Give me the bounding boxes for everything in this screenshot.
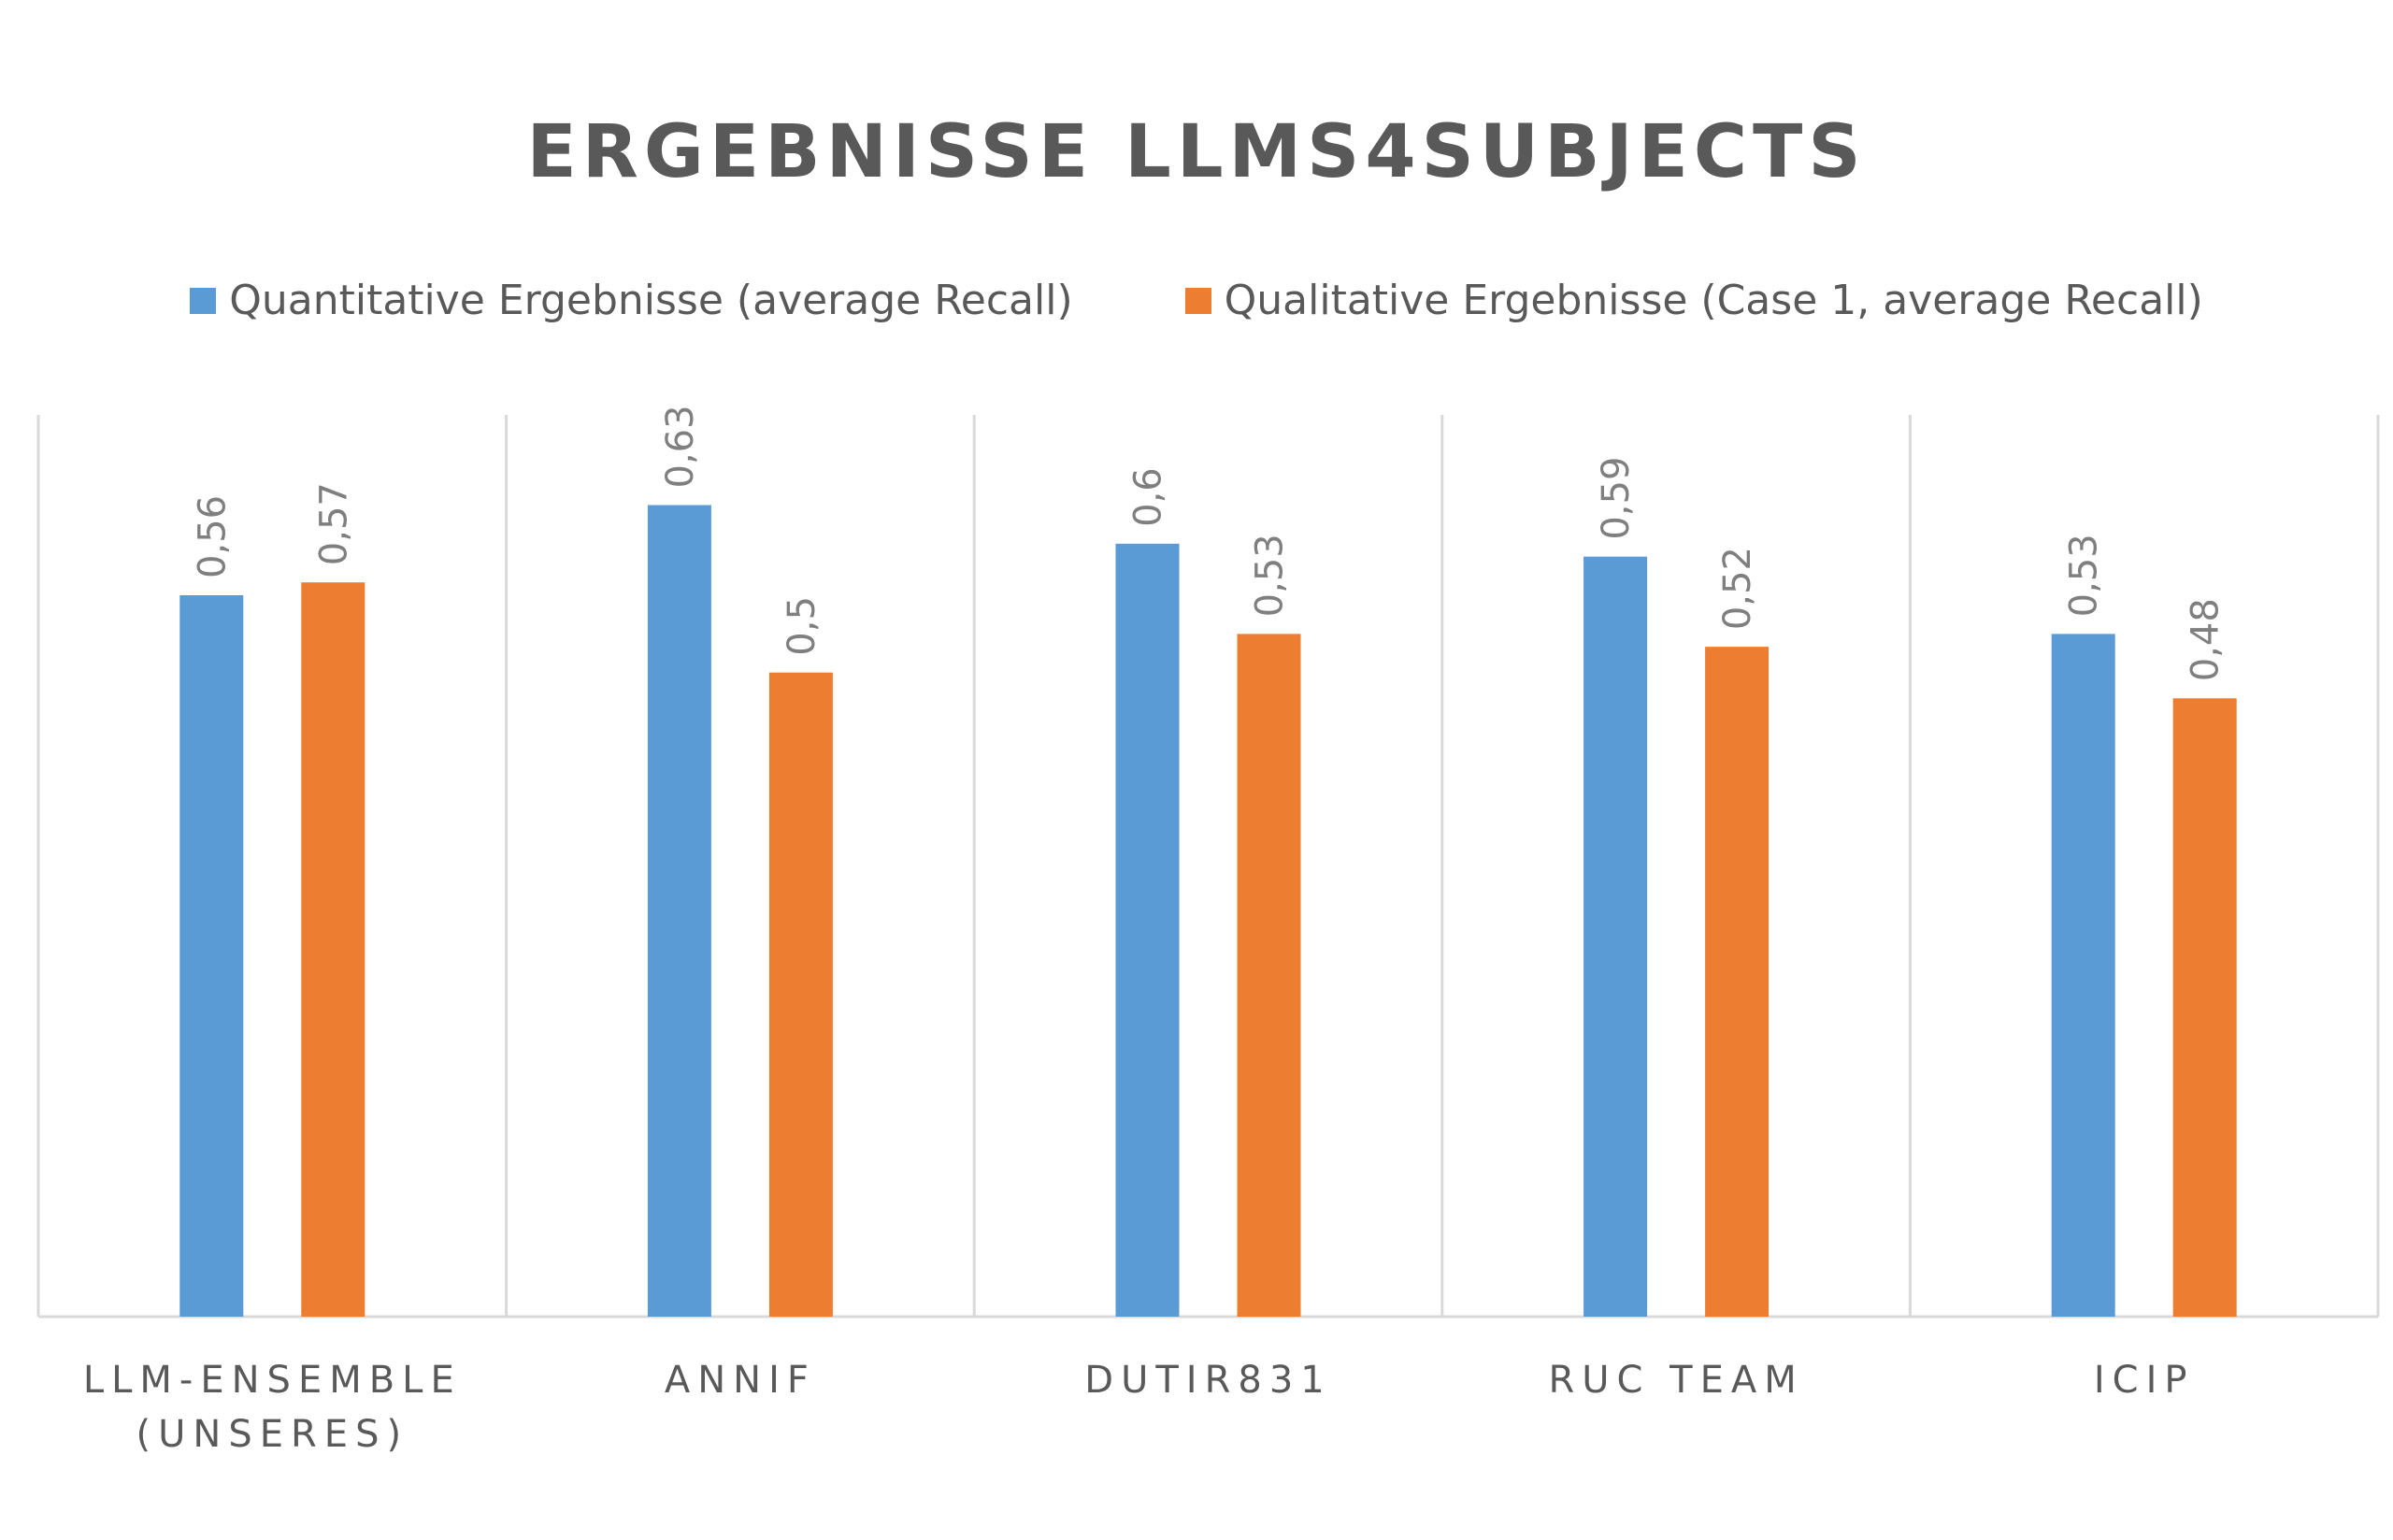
bar-qualitative — [301, 582, 365, 1317]
x-tick-label: RUC TEAM — [1548, 1359, 1803, 1402]
x-tick-label: ANNIF — [665, 1359, 816, 1402]
data-label: 0,52 — [1716, 547, 1759, 630]
legend-label-quantitative: Quantitative Ergebnisse (average Recall) — [229, 277, 1073, 324]
legend-label-qualitative: Qualitative Ergebnisse (Case 1, average … — [1224, 277, 2203, 324]
bar-qualitative — [1705, 647, 1770, 1317]
legend: Quantitative Ergebnisse (average Recall)… — [0, 277, 2393, 324]
legend-swatch-quantitative — [190, 287, 217, 314]
data-label: 0,56 — [191, 495, 234, 578]
x-tick-label: ICIP — [2094, 1359, 2195, 1402]
data-label: 0,63 — [659, 405, 702, 488]
data-label: 0,57 — [312, 482, 355, 565]
x-tick-label: (UNSERES) — [136, 1413, 409, 1456]
data-label: 0,53 — [1249, 534, 1292, 617]
bar-qualitative — [2172, 698, 2237, 1317]
x-tick-label: LLM-ENSEMBLE — [83, 1359, 462, 1402]
data-label: 0,48 — [2185, 598, 2228, 681]
bar-quantitative — [179, 595, 244, 1317]
bar-qualitative — [1237, 634, 1301, 1317]
data-label: 0,53 — [2063, 534, 2106, 617]
chart-title: ERGEBNISSE LLMS4SUBJECTS — [526, 110, 1867, 194]
data-label: 0,5 — [781, 596, 824, 656]
bar-quantitative — [647, 505, 711, 1317]
bar-quantitative — [1583, 556, 1648, 1317]
x-tick-label: DUTIR831 — [1084, 1359, 1331, 1402]
legend-item-quantitative: Quantitative Ergebnisse (average Recall) — [190, 277, 1073, 324]
legend-item-qualitative: Qualitative Ergebnisse (Case 1, average … — [1184, 277, 2203, 324]
bar-quantitative — [2051, 634, 2115, 1317]
legend-swatch-qualitative — [1184, 287, 1211, 314]
data-label: 0,6 — [1127, 467, 1170, 527]
bar-qualitative — [768, 672, 833, 1317]
bar-quantitative — [1115, 543, 1180, 1317]
data-label: 0,59 — [1595, 457, 1638, 540]
